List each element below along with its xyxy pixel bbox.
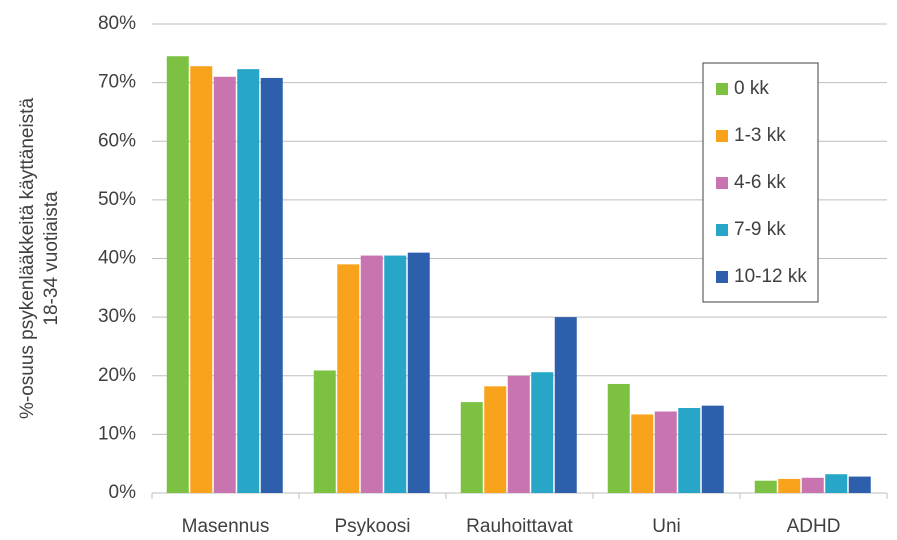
legend-label: 10-12 kk — [734, 266, 807, 287]
bar — [848, 476, 871, 493]
bar — [554, 317, 577, 493]
legend-label: 1-3 kk — [734, 125, 786, 146]
x-tick-label: Rauhoittavat — [466, 516, 573, 537]
y-tick-label: 50% — [98, 189, 136, 210]
bar — [166, 56, 189, 494]
x-tick-label: ADHD — [787, 516, 841, 537]
bar — [313, 370, 336, 493]
x-tick-label: Psykoosi — [334, 516, 410, 537]
y-axis-label-line: %-osuus psykenlääkkeitä käyttäneistä — [17, 98, 38, 419]
bar — [631, 414, 654, 493]
bar — [801, 477, 824, 493]
bar — [237, 69, 260, 494]
y-tick-label: 80% — [98, 13, 136, 34]
y-tick-label: 0% — [109, 482, 137, 503]
legend-label: 0 kk — [734, 78, 769, 99]
legend-swatch — [716, 130, 728, 142]
y-tick-label: 10% — [98, 423, 136, 444]
x-tick-label: Uni — [652, 516, 681, 537]
bar — [407, 252, 430, 493]
bar — [754, 480, 777, 493]
legend-label: 4-6 kk — [734, 172, 786, 193]
bar — [825, 474, 848, 493]
bar — [701, 405, 724, 493]
bar — [484, 386, 507, 493]
bar — [531, 372, 554, 493]
bar — [654, 411, 677, 493]
legend-swatch — [716, 83, 728, 95]
y-tick-label: 70% — [98, 72, 136, 93]
bar — [384, 255, 407, 493]
bar — [607, 383, 630, 493]
x-tick-label: Masennus — [182, 516, 270, 537]
bar — [190, 66, 213, 494]
legend-swatch — [716, 224, 728, 236]
bar — [213, 76, 236, 493]
bar — [460, 402, 483, 493]
y-axis-label-line: 18-34 vuotiaista — [41, 191, 62, 326]
legend-swatch — [716, 177, 728, 189]
bar — [778, 478, 801, 493]
bar — [678, 407, 701, 493]
y-tick-label: 60% — [98, 130, 136, 151]
bar — [260, 77, 283, 493]
bar — [360, 255, 383, 493]
legend-label: 7-9 kk — [734, 219, 786, 240]
y-tick-label: 30% — [98, 306, 136, 327]
legend-swatch — [716, 271, 728, 283]
y-tick-label: 40% — [98, 248, 136, 269]
bar — [337, 264, 360, 493]
bar — [507, 375, 530, 493]
y-axis-label: %-osuus psykenlääkkeitä käyttäneistä 18-3… — [17, 98, 62, 419]
y-tick-label: 20% — [98, 365, 136, 386]
